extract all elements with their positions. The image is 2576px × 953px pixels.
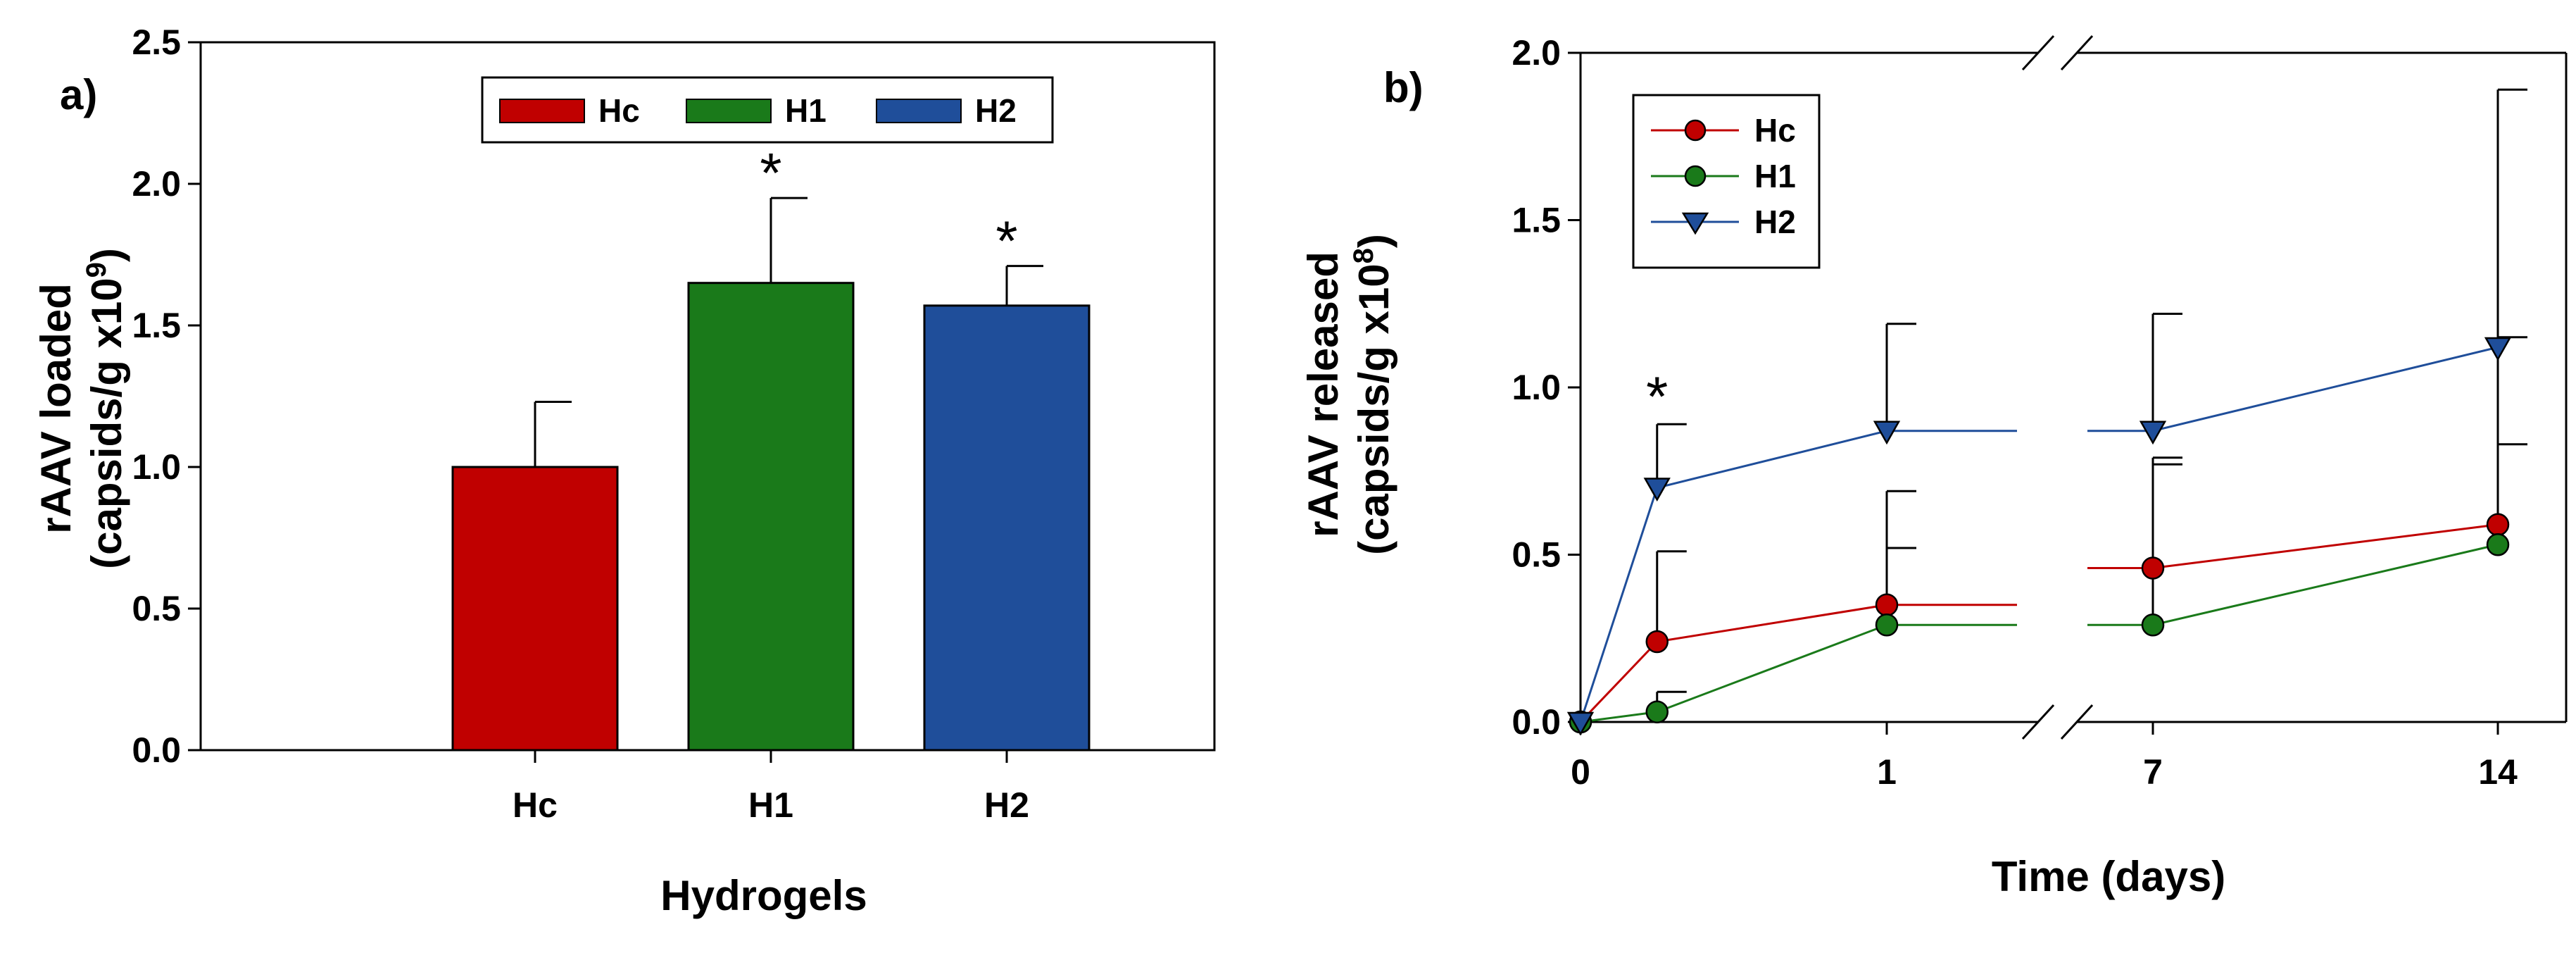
- panel-a-y-axis: 0.0 0.5 1.0 1.5 2.0 2.5: [132, 23, 201, 770]
- series-line-h1-early: [1580, 623, 2017, 723]
- y-tick-label: 0.5: [132, 589, 181, 628]
- panel-a-bars: **: [451, 142, 1091, 752]
- y-tick-label: 2.5: [132, 23, 181, 62]
- legend-box: [1632, 94, 1821, 269]
- series-line-h2-early: [1579, 430, 2017, 723]
- marker-h1: [1645, 700, 1669, 723]
- marker-hc: [1875, 593, 1899, 616]
- x-tick-label: Hc: [513, 785, 558, 825]
- y-tick-label: 2.0: [132, 164, 181, 204]
- x-tick-label: H2: [984, 785, 1029, 825]
- legend-label-h1: H1: [785, 92, 827, 129]
- y-tick-label: 0.5: [1512, 535, 1561, 575]
- bar-h1: [687, 282, 855, 752]
- significance-star: *: [995, 210, 1017, 273]
- legend-label-h1: H1: [1754, 158, 1796, 194]
- y-tick-label: 1.0: [1512, 368, 1561, 407]
- panel-a-ylabel-line2: (capsids/g x109): [81, 248, 130, 569]
- series-line-h2-late: [2087, 346, 2499, 432]
- legend-swatch-h1: [686, 99, 772, 123]
- legend-marker-hc: [1684, 119, 1707, 142]
- panel-b-ylabel: rAAV released (capsids/g x108): [1300, 234, 1397, 555]
- series-line-h1-late: [2087, 543, 2499, 626]
- panel-a-x-axis: Hc H1 H2: [513, 750, 1029, 825]
- panel-a-ylabel-line1: rAAV loaded: [32, 283, 80, 534]
- y-tick-label: 1.5: [132, 306, 181, 345]
- legend-marker-h1: [1684, 165, 1707, 187]
- x-tick-label: 0: [1571, 752, 1590, 792]
- axis-break-mark: [2060, 35, 2094, 71]
- bar-hc: [451, 466, 619, 752]
- significance-star: *: [760, 142, 781, 204]
- panel-b: b) rAAV released (capsids/g x108) 0.0 0.5…: [1300, 33, 2568, 900]
- panel-a-legend: Hc H1 H2: [481, 76, 1054, 144]
- y-tick-label: 0.0: [132, 730, 181, 770]
- x-tick-label: H1: [748, 785, 793, 825]
- legend-marker-h2: [1681, 212, 1709, 235]
- marker-h1: [2486, 533, 2510, 556]
- panel-b-ylabel-line2: (capsids/g x108): [1348, 234, 1397, 555]
- marker-h1: [1875, 613, 1899, 637]
- panel-a-ylabel: rAAV loaded (capsids/g x109): [32, 248, 130, 569]
- marker-hc: [1645, 630, 1669, 654]
- panel-b-y-axis: 0.0 0.5 1.0 1.5 2.0: [1512, 33, 1581, 742]
- marker-h2: [1873, 421, 1901, 445]
- bar-h2: [923, 304, 1091, 752]
- panel-b-legend: Hc H1 H2: [1632, 94, 1821, 269]
- panel-a-label: a): [60, 71, 97, 118]
- y-tick-label: 1.0: [132, 447, 181, 487]
- legend-label-h2: H2: [1754, 204, 1796, 240]
- panel-a-xlabel: Hydrogels: [660, 872, 867, 919]
- legend-label-h2: H2: [975, 92, 1017, 129]
- marker-h2: [2139, 421, 2167, 445]
- axis-break-mark: [2021, 35, 2055, 71]
- panel-a: a) rAAV loaded (capsids/g x109) 0.0 0.5 1.…: [32, 23, 1216, 919]
- panel-a-plot-frame: [199, 41, 1216, 752]
- legend-swatch-h2: [876, 99, 962, 123]
- y-tick-label: 0.0: [1512, 702, 1561, 742]
- panel-b-series: *: [1566, 88, 2527, 736]
- panel-b-xlabel: Time (days): [1992, 853, 2225, 900]
- x-tick-label: 14: [2478, 752, 2518, 792]
- marker-h1: [2141, 613, 2165, 637]
- panel-b-label: b): [1383, 64, 1424, 111]
- marker-h2: [1643, 478, 1671, 502]
- significance-star: *: [1646, 365, 1668, 428]
- axis-break-mark: [2021, 704, 2055, 740]
- marker-hc: [2486, 513, 2510, 536]
- panel-b-x-axis: 0 1 7 14: [1571, 722, 2518, 792]
- series-line-hc-early: [1579, 604, 2017, 723]
- y-tick-label: 2.0: [1512, 33, 1561, 73]
- marker-h2: [1566, 711, 1595, 736]
- x-tick-label: 7: [2143, 752, 2163, 792]
- y-tick-label: 1.5: [1512, 201, 1561, 240]
- panel-b-ylabel-line1: rAAV released: [1300, 251, 1347, 537]
- marker-hc: [2141, 556, 2165, 580]
- legend-label-hc: Hc: [598, 92, 640, 129]
- marker-h2: [2484, 337, 2512, 361]
- legend-swatch-hc: [499, 99, 585, 123]
- legend-label-hc: Hc: [1754, 112, 1796, 149]
- axis-break-mark: [2060, 704, 2094, 740]
- x-tick-label: 1: [1877, 752, 1897, 792]
